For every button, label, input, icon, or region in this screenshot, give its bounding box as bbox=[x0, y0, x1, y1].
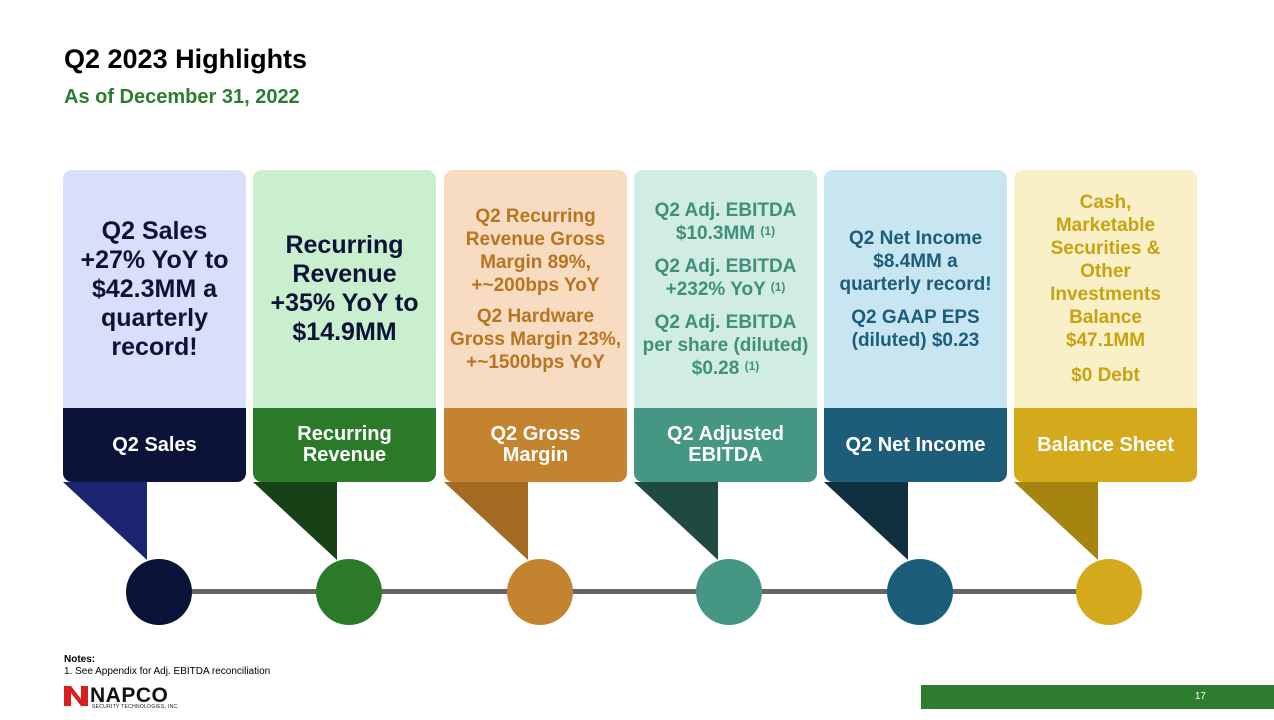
recurring-card: Recurring Revenue +35% YoY to $14.9MM bbox=[253, 170, 436, 408]
timeline-line bbox=[160, 589, 1110, 594]
page-number: 17 bbox=[1194, 691, 1206, 702]
net-income-text: Q2 Net Income $8.4MM a quarterly record! bbox=[839, 227, 992, 295]
sales-text: Q2 Sales +27% YoY to $42.3MM a quarterly… bbox=[80, 216, 229, 361]
debt-text: $0 Debt bbox=[1071, 365, 1140, 386]
gaap-eps-text: Q2 GAAP EPS (diluted) $0.23 bbox=[851, 306, 980, 351]
ebitda-growth-line: Q2 Adj. EBITDA +232% YoY (1) bbox=[638, 255, 813, 301]
notes: Notes: 1. See Appendix for Adj. EBITDA r… bbox=[64, 654, 270, 678]
sales-band: Q2 Sales bbox=[63, 408, 246, 482]
recurring-text: Recurring Revenue +35% YoY to $14.9MM bbox=[270, 231, 419, 346]
net-income-band: Q2 Net Income bbox=[824, 408, 1007, 482]
ebitda-per-share-text: Q2 Adj. EBITDA per share (diluted) $0.28 bbox=[642, 311, 809, 379]
balance-dot bbox=[1076, 559, 1142, 625]
notes-item-1: 1. See Appendix for Adj. EBITDA reconcil… bbox=[64, 666, 271, 677]
recurring-dot bbox=[316, 559, 382, 625]
page-subtitle: As of December 31, 2022 bbox=[64, 86, 300, 108]
footnote-mark: (1) bbox=[770, 279, 786, 294]
net-income-dot bbox=[887, 559, 953, 625]
footnote-mark: (1) bbox=[760, 223, 776, 238]
sales-card: Q2 Sales +27% YoY to $42.3MM a quarterly… bbox=[63, 170, 246, 408]
gross-margin-tail bbox=[444, 482, 528, 560]
gross-margin-band: Q2 Gross Margin bbox=[444, 408, 627, 482]
gross-margin-card: Q2 Recurring Revenue Gross Margin 89%, +… bbox=[444, 170, 627, 408]
ebitda-amount-line: Q2 Adj. EBITDA $10.3MM (1) bbox=[638, 199, 813, 245]
balance-band: Balance Sheet bbox=[1014, 408, 1197, 482]
page-number-bar: 17 bbox=[921, 685, 1274, 709]
ebitda-tail bbox=[634, 482, 718, 560]
gross-margin-dot bbox=[507, 559, 573, 625]
balance-tail bbox=[1014, 482, 1098, 560]
logo-subtext: SECURITY TECHNOLOGIES, INC. bbox=[92, 704, 180, 710]
recurring-gross-margin-text: Q2 Recurring Revenue Gross Margin 89%, +… bbox=[465, 205, 606, 296]
cash-balance-text: Cash, Marketable Securities & Other Inve… bbox=[1050, 192, 1161, 351]
balance-card: Cash, Marketable Securities & Other Inve… bbox=[1014, 170, 1197, 408]
sales-dot bbox=[126, 559, 192, 625]
net-income-card: Q2 Net Income $8.4MM a quarterly record!… bbox=[824, 170, 1007, 408]
page-title: Q2 2023 Highlights bbox=[64, 44, 308, 74]
napco-logo-icon bbox=[64, 686, 88, 706]
ebitda-growth-text: Q2 Adj. EBITDA +232% YoY bbox=[654, 255, 797, 300]
recurring-band: Recurring Revenue bbox=[253, 408, 436, 482]
footnote-mark: (1) bbox=[744, 358, 760, 373]
ebitda-dot bbox=[696, 559, 762, 625]
ebitda-band: Q2 Adjusted EBITDA bbox=[634, 408, 817, 482]
ebitda-amount-text: Q2 Adj. EBITDA $10.3MM bbox=[654, 199, 797, 244]
recurring-tail bbox=[253, 482, 337, 560]
hardware-gross-margin-text: Q2 Hardware Gross Margin 23%, +~1500bps … bbox=[449, 305, 622, 373]
sales-tail bbox=[63, 482, 147, 560]
net-income-tail bbox=[824, 482, 908, 560]
ebitda-card: Q2 Adj. EBITDA $10.3MM (1) Q2 Adj. EBITD… bbox=[634, 170, 817, 408]
logo-text: NAPCO bbox=[90, 684, 169, 707]
notes-heading: Notes: bbox=[64, 654, 96, 665]
ebitda-per-share-line: Q2 Adj. EBITDA per share (diluted) $0.28… bbox=[638, 311, 813, 380]
